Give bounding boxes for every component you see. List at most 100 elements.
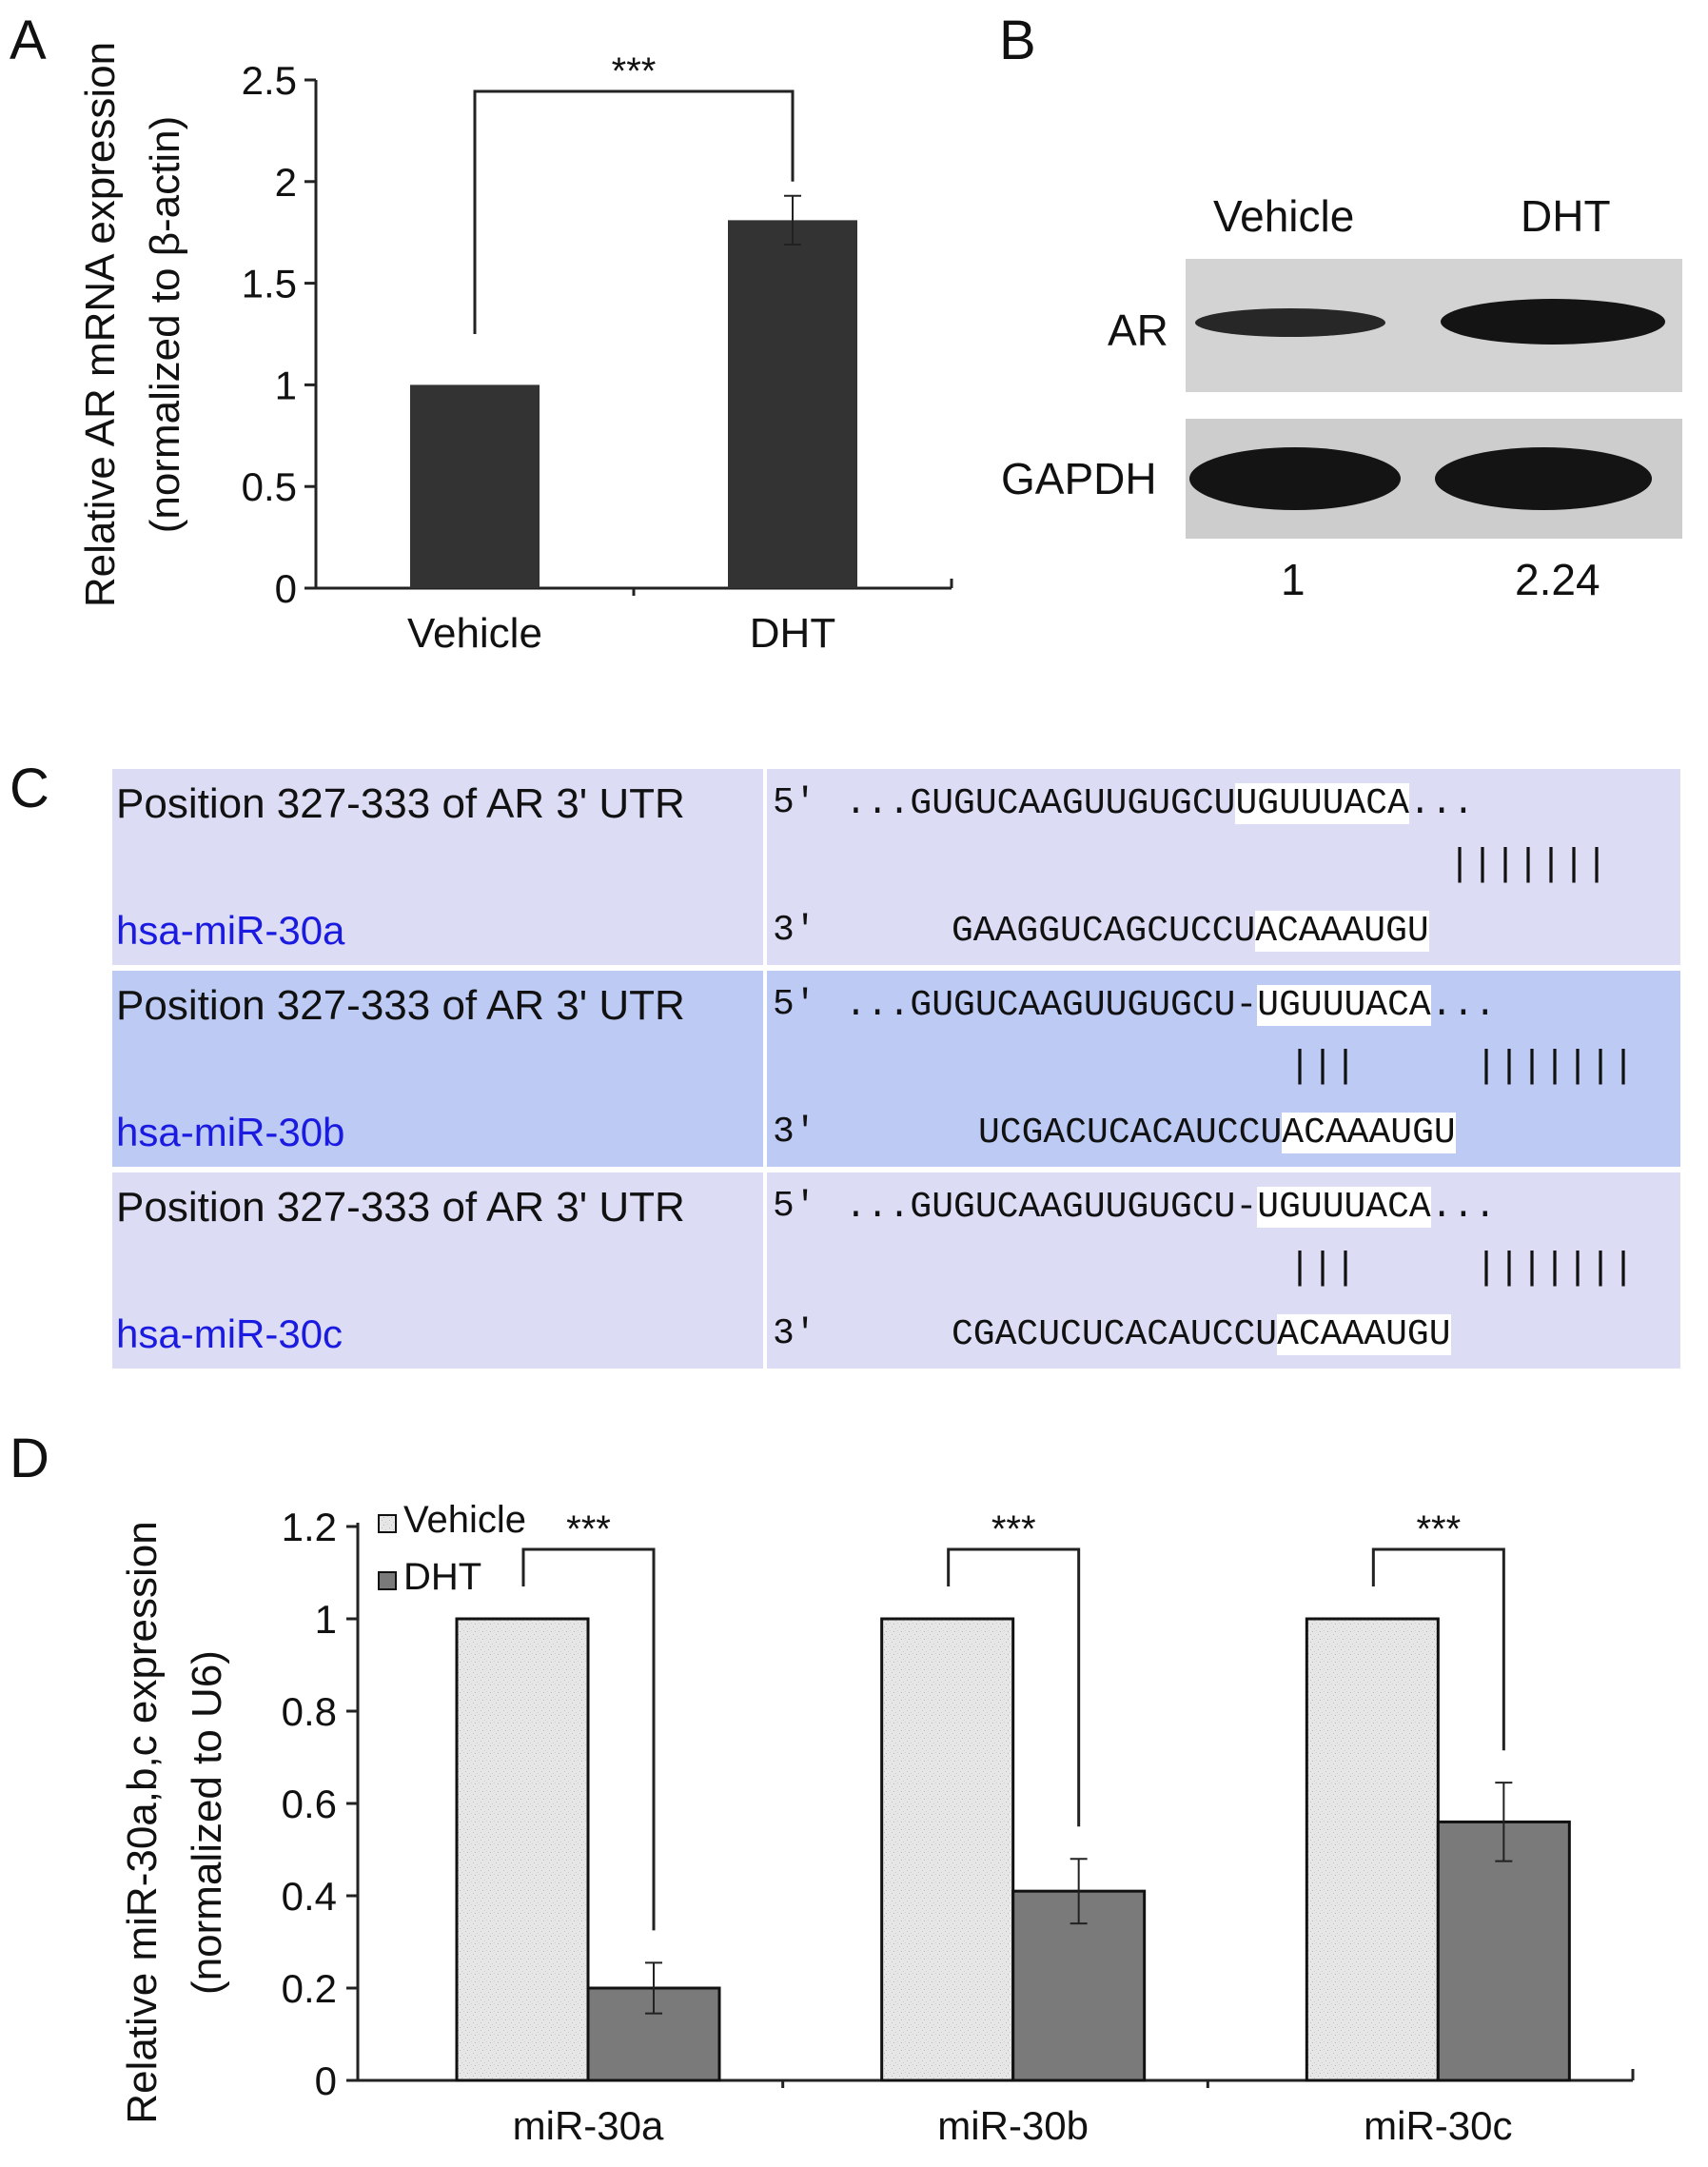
mirna-name: hsa-miR-30b (116, 1110, 345, 1154)
significance-label: *** (612, 50, 657, 92)
chart-d: 0 0.2 0.4 0.6 0.8 1 1.2 miR-30a *** miR-30b *** miR… (119, 1499, 1635, 2148)
y-tick-label: 1.2 (282, 1505, 337, 1549)
target-seed: UGUUUACA (1257, 985, 1431, 1026)
alignment-row-mir30a: Position 327-333 of AR 3' UTR hsa-miR-30… (112, 769, 1680, 965)
blot-band-gapdh-dht (1435, 447, 1652, 510)
target-sequence: ...GUGUCAAGUUGUGCUUGUUUACA... (845, 783, 1475, 824)
significance-label: *** (566, 1508, 611, 1550)
three-prime-label: 3' (773, 1313, 816, 1354)
x-tick-label: Vehicle (407, 610, 542, 657)
blot-row-label-ar: AR (1108, 305, 1168, 355)
three-prime-label: 3' (773, 1112, 816, 1152)
chart-a: 0 0.5 1 1.5 2 2.5 Vehicle DHT *** Relative AR mRN… (77, 42, 953, 657)
mirna-sequence: GAAGGUCAGCUCCUACAAAUGU (952, 911, 1429, 952)
pairing-seed: ||||||| (1475, 1248, 1636, 1290)
y-tick-label: 1 (275, 363, 297, 407)
three-prime-label: 3' (773, 910, 816, 951)
legend-swatch-dht (378, 1571, 397, 1590)
blot-quant-vehicle: 1 (1281, 555, 1306, 604)
legend-label-dht: DHT (403, 1556, 481, 1598)
blot-band-gapdh-vehicle (1189, 447, 1401, 510)
alignment-label-cell: Position 327-333 of AR 3' UTR hsa-miR-30… (112, 971, 763, 1167)
mirna-seed: ACAAAUGU (1255, 911, 1429, 952)
mirna-sequence: UCGACUCACAUCCUACAAAUGU (978, 1113, 1456, 1153)
alignment-row-mir30b: Position 327-333 of AR 3' UTR hsa-miR-30… (112, 971, 1680, 1167)
target-pre: ...GUGUCAAGUUGUGCU- (845, 985, 1258, 1026)
blot-strip-gapdh (1186, 419, 1682, 539)
significance-label: *** (1416, 1508, 1461, 1550)
target-post: ... (1430, 985, 1497, 1026)
panel-label-b: B (999, 10, 1036, 71)
target-pre: ...GUGUCAAGUUGUGCU (845, 783, 1236, 824)
position-label: Position 327-333 of AR 3' UTR (116, 1184, 685, 1231)
panel-label-a: A (10, 10, 47, 71)
y-tick-label: 0.2 (282, 1966, 337, 2011)
blot-row-label-gapdh: GAPDH (1001, 454, 1157, 503)
mirna-pre: CGACUCUCACAUCCU (952, 1314, 1278, 1355)
position-label: Position 327-333 of AR 3' UTR (116, 982, 685, 1029)
pairing-3prime: ||| (1288, 1248, 1358, 1290)
target-post: ... (1408, 783, 1475, 824)
bar-vehicle-mir-30c (1305, 1617, 1440, 2082)
bar-vehicle-mir-30a (455, 1617, 590, 2082)
panel-label-d: D (10, 1428, 49, 1489)
y-tick-label: 1 (315, 1597, 337, 1642)
x-tick-label: DHT (750, 610, 835, 657)
blot-band-ar-dht (1441, 299, 1665, 345)
mirna-sequence: CGACUCUCACAUCCUACAAAUGU (952, 1314, 1451, 1355)
legend-label-vehicle: Vehicle (403, 1499, 526, 1541)
panel-label-c: C (10, 758, 49, 819)
significance-bracket (473, 89, 795, 334)
blot-band-ar-vehicle (1195, 308, 1385, 337)
target-sequence: ...GUGUCAAGUUGUGCU-UGUUUACA... (845, 985, 1497, 1026)
y-tick-label: 0 (275, 566, 297, 611)
mirna-seed: ACAAAUGU (1282, 1113, 1456, 1153)
alignment-label-cell: Position 327-333 of AR 3' UTR hsa-miR-30… (112, 1172, 763, 1369)
position-label: Position 327-333 of AR 3' UTR (116, 780, 685, 827)
mirna-name: hsa-miR-30a (116, 908, 345, 953)
mirna-pre: GAAGGUCAGCUCCU (952, 911, 1256, 952)
y-tick-label: 0.5 (242, 464, 297, 509)
blot-quant-dht: 2.24 (1515, 555, 1600, 604)
y-tick-label: 0.6 (282, 1782, 337, 1826)
y-axis-label: Relative AR mRNA expression (77, 42, 124, 607)
x-tick-label: miR-30b (937, 2103, 1089, 2148)
alignment-sequence-cell: 5' 3' ...GUGUCAAGUUGUGCU-UGUUUACA... |||… (767, 971, 1680, 1167)
alignment-sequence-cell: 5' 3' ...GUGUCAAGUUGUGCU-UGUUUACA... |||… (767, 1172, 1680, 1369)
target-seed: UGUUUACA (1257, 1187, 1431, 1228)
significance-bracket (947, 1547, 1081, 1827)
mirna-seed: ACAAAUGU (1277, 1314, 1451, 1355)
pairing-seed: ||||||| (1448, 844, 1609, 887)
x-tick-label: miR-30c (1364, 2103, 1512, 2148)
bar-dht (728, 220, 857, 588)
pairing-seed: ||||||| (1475, 1046, 1636, 1089)
bar-dht-mir-30c (1436, 1820, 1571, 2082)
y-tick-label: 0 (315, 2059, 337, 2103)
blot-lane-label-dht: DHT (1521, 191, 1611, 241)
y-tick-label: 0.4 (282, 1874, 337, 1919)
significance-bracket (521, 1547, 656, 1931)
alignment-sequence-cell: 5' 3' ...GUGUCAAGUUGUGCUUGUUUACA... ||||… (767, 769, 1680, 965)
significance-bracket (1371, 1547, 1505, 1751)
y-axis-label-sub: (normalized to U6) (184, 1650, 230, 1995)
x-tick-label: miR-30a (513, 2103, 664, 2148)
mirna-pre: UCGACUCACAUCCU (978, 1113, 1283, 1153)
five-prime-label: 5' (773, 984, 816, 1025)
target-sequence: ...GUGUCAAGUUGUGCU-UGUUUACA... (845, 1187, 1497, 1228)
y-tick-label: 2 (275, 160, 297, 205)
target-post: ... (1430, 1187, 1497, 1228)
blot-lane-label-vehicle: Vehicle (1213, 191, 1355, 241)
alignment-row-mir30c: Position 327-333 of AR 3' UTR hsa-miR-30… (112, 1172, 1680, 1369)
target-pre: ...GUGUCAAGUUGUGCU- (845, 1187, 1258, 1228)
bar-vehicle-mir-30b (880, 1617, 1015, 2082)
mirna-name: hsa-miR-30c (116, 1311, 344, 1356)
y-axis-label: Relative miR-30a,b,c expression (119, 1521, 166, 2123)
target-seed: UGUUUACA (1235, 783, 1409, 824)
significance-label: *** (991, 1508, 1036, 1550)
y-tick-label: 0.8 (282, 1689, 337, 1734)
y-axis-label-sub: (normalized to β-actin) (142, 116, 188, 534)
five-prime-label: 5' (773, 1186, 816, 1227)
legend-swatch-vehicle (378, 1514, 397, 1533)
bar-vehicle (410, 384, 540, 588)
alignment-label-cell: Position 327-333 of AR 3' UTR hsa-miR-30… (112, 769, 763, 965)
